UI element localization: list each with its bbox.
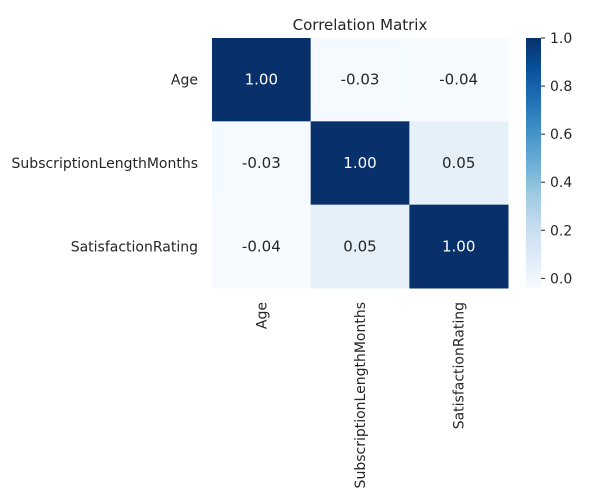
- colorbar-tick-label: 0.0: [550, 271, 572, 287]
- cell-annotation: 1.00: [245, 71, 278, 89]
- x-tick-label: SatisfactionRating: [452, 302, 468, 429]
- cell-annotation: -0.03: [242, 154, 281, 172]
- colorbar-tick-label: 0.4: [550, 175, 572, 191]
- cell-annotation: 1.00: [442, 237, 475, 255]
- x-tick-label: SubscriptionLengthMonths: [353, 302, 369, 488]
- cell-annotation: -0.04: [439, 71, 478, 89]
- y-axis-tick-labels: Age SubscriptionLengthMonths SatisfactionR…: [12, 73, 198, 256]
- chart-title: Correlation Matrix: [293, 16, 428, 34]
- y-tick-label: Age: [171, 73, 198, 89]
- colorbar-tick-label: 0.6: [550, 127, 572, 143]
- colorbar-tick-label: 0.8: [550, 79, 572, 95]
- cell-annotation: 1.00: [343, 154, 376, 172]
- x-tick-label: Age: [254, 302, 270, 329]
- cell-annotation: 0.05: [442, 154, 475, 172]
- x-axis-tick-labels: Age SubscriptionLengthMonths SatisfactionR…: [254, 302, 467, 488]
- colorbar-gradient: [526, 38, 541, 288]
- cell-annotation: -0.04: [242, 237, 281, 255]
- y-tick-label: SatisfactionRating: [71, 239, 198, 255]
- colorbar-tick-label: 1.0: [550, 31, 572, 47]
- cell-annotation: -0.03: [341, 71, 380, 89]
- colorbar-tick-label: 0.2: [550, 223, 572, 239]
- colorbar: 0.0 0.2 0.4 0.6 0.8 1.0: [526, 31, 572, 288]
- cell-annotation: 0.05: [343, 237, 376, 255]
- y-tick-label: SubscriptionLengthMonths: [12, 156, 198, 172]
